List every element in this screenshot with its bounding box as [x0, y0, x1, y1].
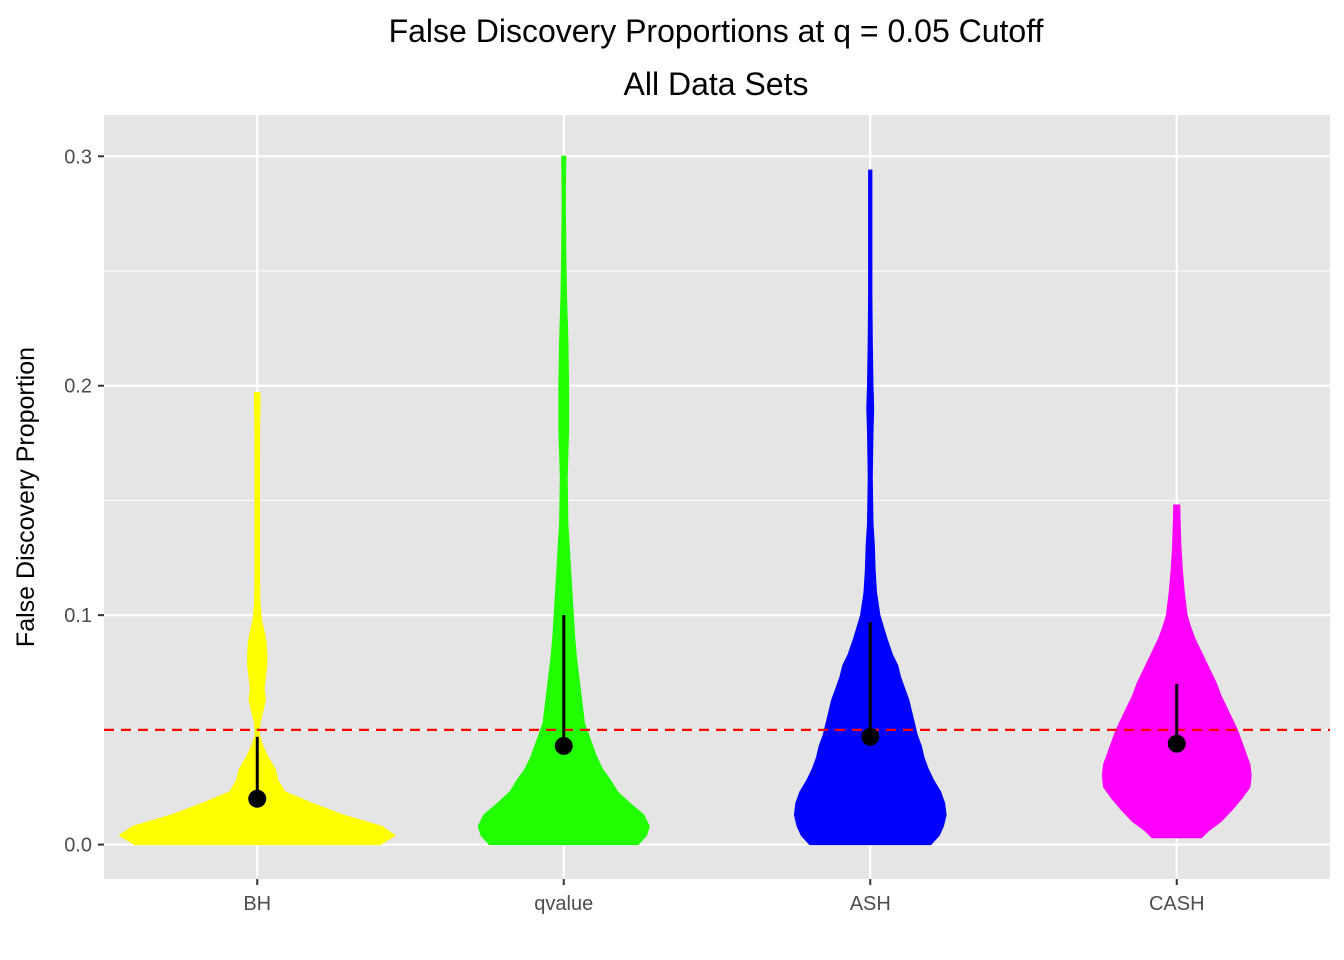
y-tick-label: 0.0 — [64, 835, 92, 857]
y-axis-ticks: 0.0 0.1 0.2 0.3 — [64, 146, 104, 857]
y-tick-label: 0.2 — [64, 376, 92, 398]
x-tick-label-bh: BH — [243, 893, 271, 915]
violins — [118, 155, 1252, 846]
y-axis-label: False Discovery Proportion — [12, 347, 40, 647]
summary-point-bh — [248, 789, 267, 808]
chart-subtitle: All Data Sets — [624, 66, 809, 102]
chart-title: False Discovery Proportions at q = 0.05 … — [389, 13, 1044, 49]
violin-cash — [1101, 504, 1252, 839]
x-tick-label-qvalue: qvalue — [534, 893, 593, 915]
violin-bh — [118, 392, 396, 846]
x-tick-label-cash: CASH — [1149, 893, 1205, 915]
y-tick-label: 0.3 — [64, 146, 92, 168]
x-axis-ticks: BH qvalue ASH CASH — [243, 879, 1205, 915]
summary-point-qvalue — [554, 736, 573, 755]
summary-markers — [248, 615, 1186, 808]
x-tick-label-ash: ASH — [850, 893, 891, 915]
violin-ash — [793, 169, 947, 846]
y-tick-label: 0.1 — [64, 605, 92, 627]
summary-point-ash — [861, 727, 880, 746]
summary-point-cash — [1167, 734, 1186, 753]
violin-qvalue — [477, 155, 650, 846]
